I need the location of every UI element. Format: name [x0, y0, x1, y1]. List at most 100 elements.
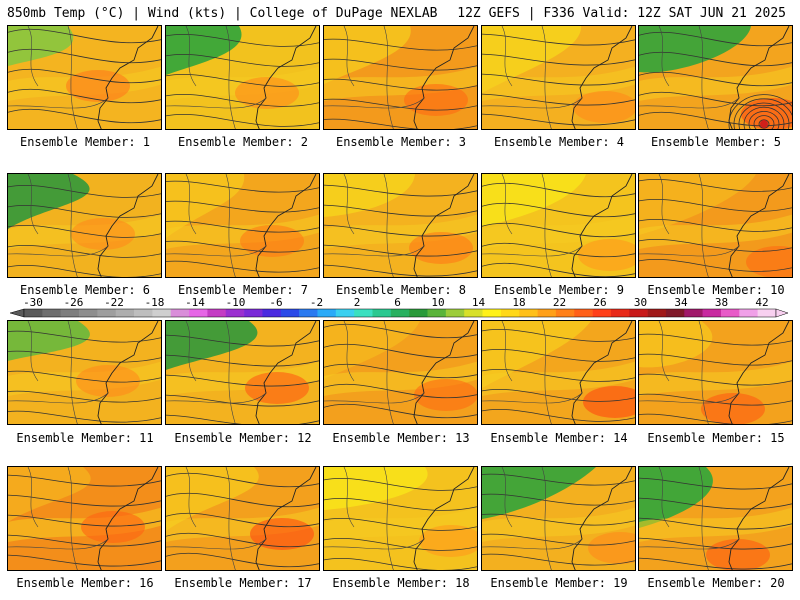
colorbar-swatch [79, 309, 98, 317]
warm-core [588, 532, 635, 564]
warm-core [250, 518, 314, 550]
colorbar-swatch [555, 309, 575, 317]
coastline [728, 174, 790, 277]
colorbar-swatch [445, 309, 465, 317]
ensemble-panel-10 [638, 173, 793, 278]
colorbar-swatch [42, 309, 61, 317]
ensemble-member-label: Ensemble Member: 1 [19, 135, 151, 149]
height-contour [639, 51, 792, 67]
height-contour [166, 374, 319, 387]
colorbar-swatch [629, 309, 648, 317]
height-contour [8, 390, 161, 403]
ensemble-member-label: Ensemble Member: 9 [493, 283, 625, 297]
height-contour [324, 383, 477, 399]
warm-core [240, 225, 304, 257]
height-contour [639, 353, 792, 366]
warm-core [409, 232, 473, 264]
ensemble-panel-15 [638, 320, 793, 425]
ensemble-member-label: Ensemble Member: 7 [177, 283, 309, 297]
height-contour [639, 477, 792, 490]
colorbar-tick-label: 22 [552, 296, 567, 309]
state-borders [482, 467, 583, 570]
colorbar-tick-label: -10 [225, 296, 246, 309]
temperature-field [324, 26, 411, 84]
map-15 [639, 321, 792, 424]
map-7 [166, 174, 319, 277]
height-contour [166, 260, 319, 273]
colorbar-tick-label: 34 [674, 296, 688, 309]
ensemble-member-label: Ensemble Member: 10 [647, 283, 785, 297]
warm-core [76, 365, 140, 397]
colorbar-tick-label: 26 [593, 296, 607, 309]
colorbar-arrow-right [775, 308, 788, 318]
ensemble-panel-1 [7, 25, 162, 130]
height-contour [166, 472, 319, 488]
height-contour [8, 494, 161, 507]
colorbar-swatch [225, 309, 245, 317]
coastline [728, 321, 790, 424]
ensemble-panel-20 [638, 466, 793, 571]
ensemble-member-label: Ensemble Member: 4 [493, 135, 625, 149]
colorbar-swatch [537, 309, 557, 317]
height-contour [482, 222, 635, 238]
coastline [413, 174, 475, 277]
height-contour [482, 348, 635, 362]
temperature-field [639, 26, 751, 73]
warm-core [746, 246, 792, 277]
height-contour [166, 394, 319, 407]
colorbar-tick-label: 10 [431, 296, 445, 309]
height-contour [8, 88, 161, 104]
ensemble-member-label: Ensemble Member: 5 [650, 135, 782, 149]
ensemble-member-label: Ensemble Member: 19 [490, 576, 628, 590]
colorbar-swatch [684, 309, 703, 317]
height-contour [639, 91, 792, 107]
height-contour [482, 182, 635, 198]
warm-core [706, 539, 770, 570]
colorbar-tick-label: -26 [63, 296, 84, 309]
height-contour [324, 497, 477, 511]
colorbar-swatch [207, 309, 227, 317]
colorbar-swatch [610, 309, 630, 317]
ensemble-member-label: Ensemble Member: 15 [647, 431, 785, 445]
temperature-field [8, 174, 90, 229]
height-contour [482, 553, 635, 566]
height-contour [8, 410, 161, 423]
colorbar-swatch [720, 309, 740, 317]
height-contour [482, 408, 635, 422]
colorbar-tick-label: 14 [471, 296, 486, 309]
height-contour [639, 71, 792, 87]
height-contour [8, 224, 161, 238]
colorbar-tick-label: 30 [633, 296, 648, 309]
map-11 [8, 321, 161, 424]
state-borders [324, 26, 425, 129]
height-contour [166, 53, 319, 67]
low-center [760, 120, 768, 128]
height-contour [639, 497, 792, 510]
colorbar-tick-label: 42 [755, 296, 769, 309]
height-contour [324, 477, 477, 491]
colorbar-swatch [244, 309, 263, 317]
warm-core [583, 386, 635, 418]
height-contour [166, 33, 319, 47]
colorbar-swatch [280, 309, 300, 317]
state-borders [482, 321, 583, 424]
temperature-field [482, 174, 586, 226]
height-contour [8, 28, 161, 44]
height-contour [324, 517, 477, 531]
ensemble-member-label: Ensemble Member: 3 [335, 135, 467, 149]
temperature-field [639, 467, 713, 528]
colorbar-swatch [739, 309, 758, 317]
height-contour [166, 73, 319, 87]
colorbar-swatch [262, 309, 282, 317]
map-10 [639, 174, 792, 277]
height-contour [324, 537, 477, 551]
height-contour [324, 184, 477, 197]
height-contour [8, 330, 161, 343]
height-contour [166, 200, 319, 213]
colorbar-tick-label: -14 [185, 296, 205, 309]
state-borders [8, 174, 109, 277]
height-contour [482, 93, 635, 106]
height-contour [8, 48, 161, 64]
ensemble-member-label: Ensemble Member: 11 [16, 431, 154, 445]
height-contour [482, 493, 635, 506]
